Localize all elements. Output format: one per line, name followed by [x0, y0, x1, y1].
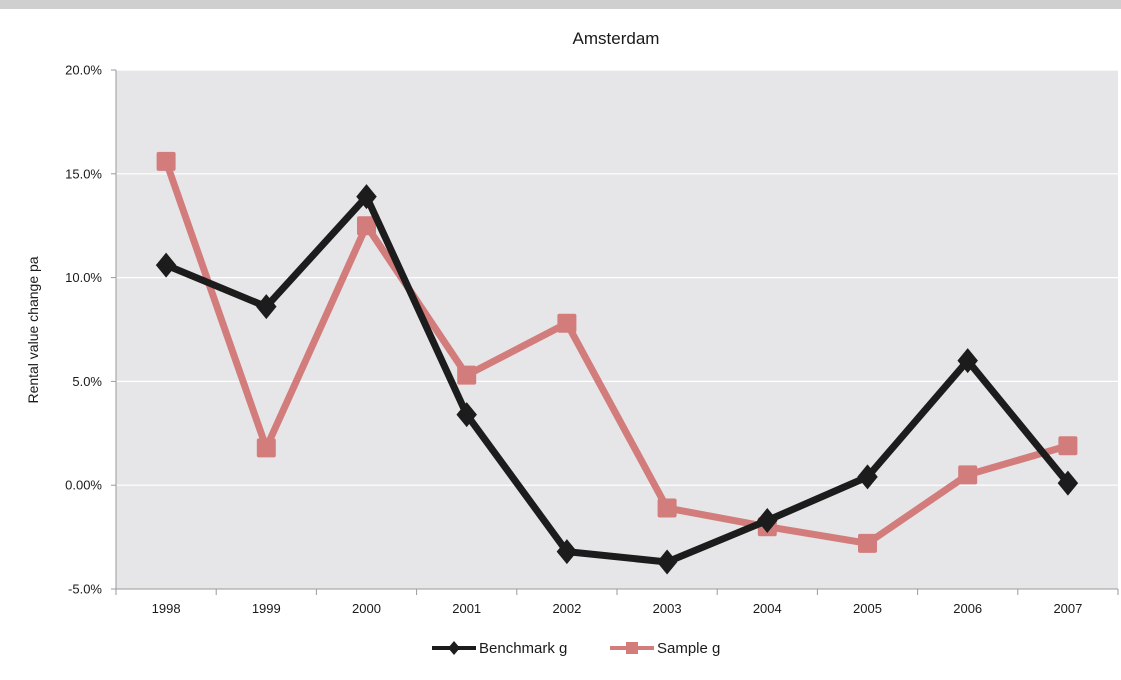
sample-g-line: [162, 157, 1072, 547]
x-tick-label: 1999: [252, 601, 281, 616]
sample-g-point: [457, 365, 477, 385]
benchmark-g-point: [155, 252, 177, 278]
benchmark-g-point: [757, 507, 778, 533]
x-tick-label: 2005: [853, 601, 882, 616]
y-axis-label: Rental value change pa: [25, 256, 41, 403]
x-tick-label: 2003: [653, 601, 682, 616]
sample-g-point: [557, 313, 577, 333]
y-tick-label: 0.00%: [65, 478, 102, 493]
x-tick-label: 2001: [452, 601, 481, 616]
x-tick-label: 2004: [753, 601, 782, 616]
sample-g-point: [256, 438, 276, 458]
data-series: [155, 151, 1079, 575]
sample-g-point: [357, 216, 376, 236]
sample-g-point: [958, 465, 978, 485]
legend-diamond-marker: [448, 641, 460, 655]
x-tick-label: 2000: [352, 601, 381, 616]
benchmark-g-point: [356, 184, 377, 210]
legend-square-marker: [626, 642, 638, 654]
axes: 20.0% 15.0% 10.0% 5.0% 0.00% -5.0% 1998 1999 200…: [65, 63, 1119, 616]
x-tick-label: 2006: [953, 601, 982, 616]
sample-g-point: [657, 498, 677, 518]
legend-label-benchmark-g: Benchmark g: [479, 640, 567, 657]
legend: Benchmark g Sample g: [432, 640, 720, 657]
y-tick-label: 10.0%: [65, 270, 102, 285]
sample-g-point: [858, 533, 877, 553]
y-tick-label: 20.0%: [65, 63, 102, 78]
x-tick-label: 2007: [1053, 601, 1082, 616]
y-tick-label: 5.0%: [72, 374, 102, 389]
benchmark-g-point: [256, 294, 277, 320]
benchmark-g-point: [1057, 470, 1079, 496]
benchmark-g-point: [456, 402, 477, 428]
x-tick-label: 1998: [152, 601, 181, 616]
sample-g-point: [1058, 436, 1078, 456]
x-tick-label: 2002: [552, 601, 581, 616]
chart-title: Amsterdam: [573, 29, 660, 48]
y-tick-label: 15.0%: [65, 166, 102, 181]
legend-label-sample-g: Sample g: [657, 640, 720, 657]
benchmark-g-line: [162, 193, 1072, 566]
benchmark-g-point: [957, 348, 978, 374]
top-frame-bar: [0, 0, 1121, 9]
benchmark-g-point: [857, 464, 878, 490]
y-tick-label: -5.0%: [68, 582, 102, 597]
benchmark-g-point: [556, 539, 578, 565]
benchmark-g-point: [656, 549, 678, 575]
sample-g-point: [156, 151, 176, 171]
plot-area: [116, 70, 1118, 589]
